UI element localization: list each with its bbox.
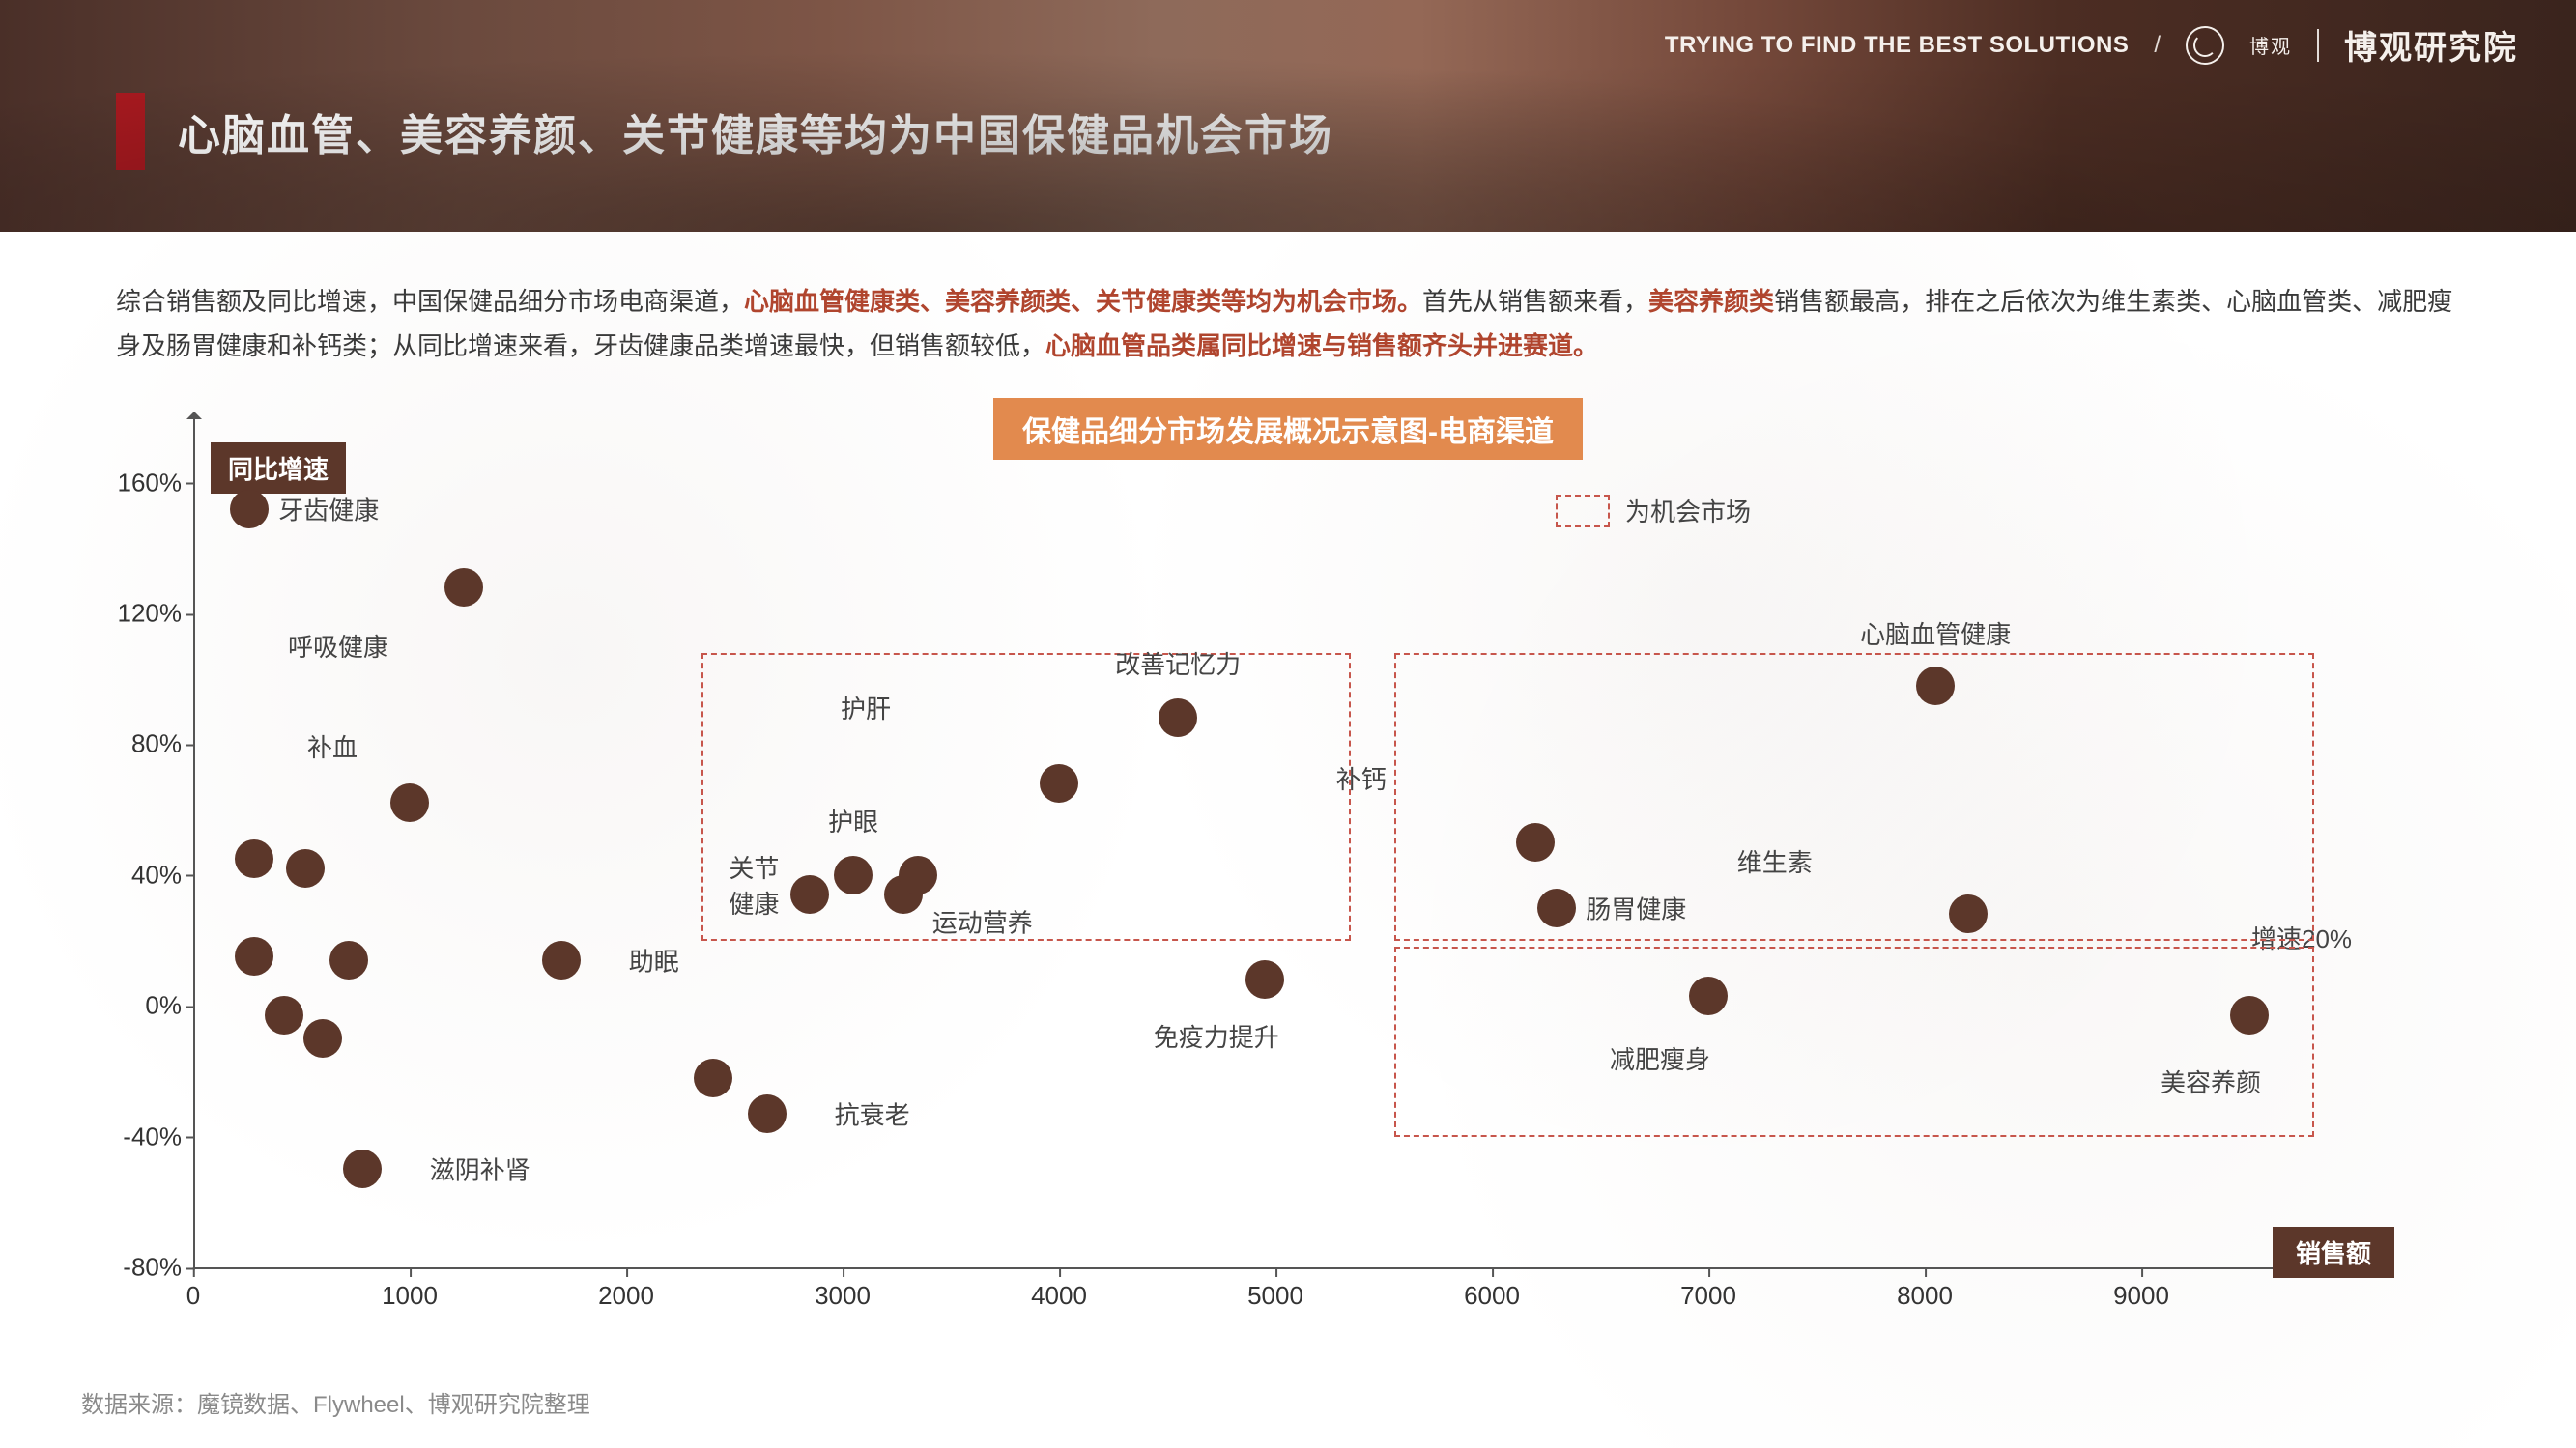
data-point: [329, 941, 368, 980]
data-point-label: 牙齿健康: [278, 491, 379, 526]
data-point: [542, 941, 581, 980]
data-point: [390, 783, 429, 822]
data-point-label: 补钙: [1336, 760, 1387, 796]
data-point-label: 运动营养: [932, 904, 1033, 940]
y-tick: -80%: [85, 1253, 182, 1283]
data-point: [1516, 823, 1555, 862]
data-point: [694, 1059, 732, 1097]
data-point-label: 关节健康: [729, 849, 779, 921]
data-point-label: 维生素: [1737, 843, 1813, 879]
opportunity-box: [1394, 653, 2314, 941]
data-point-label: 补血: [307, 728, 358, 764]
x-tick: 5000: [1247, 1281, 1303, 1311]
x-axis: [193, 1267, 2377, 1269]
data-point-label: 心脑血管健康: [1860, 615, 2011, 651]
slide: TRYING TO FIND THE BEST SOLUTIONS / 博观 博…: [0, 0, 2576, 1448]
data-point-label: 美容养颜: [2161, 1064, 2261, 1099]
data-point: [1537, 889, 1576, 927]
data-point-label: 滋阴补肾: [430, 1151, 530, 1187]
brand-separator: [2317, 29, 2319, 62]
brand-small-name: 博观: [2249, 31, 2292, 59]
data-point-label: 免疫力提升: [1154, 1018, 1279, 1054]
title-wrap: 心脑血管、美容养颜、关节健康等均为中国保健品机会市场: [116, 93, 1333, 170]
brand-logo-icon: [2186, 26, 2224, 65]
data-point: [235, 937, 273, 976]
data-source: 数据来源：魔镜数据、Flywheel、博观研究院整理: [81, 1385, 590, 1419]
desc-emphasis: 美容养颜类: [1648, 287, 1774, 316]
y-axis: [193, 417, 195, 1267]
x-tick: 7000: [1680, 1281, 1736, 1311]
data-point: [1159, 698, 1197, 737]
x-tick: 2000: [598, 1281, 654, 1311]
scatter-chart: 同比增速 销售额 增速20% -80%-40%0%40%80%120%160%0…: [193, 417, 2435, 1335]
data-point-label: 护眼: [828, 803, 878, 838]
data-point-label: 助眠: [629, 942, 679, 978]
brand-big-name: 博观研究院: [2344, 21, 2518, 69]
opportunity-box: [1394, 947, 2314, 1136]
desc-emphasis: 心脑血管健康类、美容养颜类、关节健康类等均为机会市场。: [744, 287, 1422, 316]
x-tick: 6000: [1464, 1281, 1520, 1311]
data-point-label: 护肝: [841, 690, 891, 725]
x-tick: 1000: [382, 1281, 438, 1311]
data-point: [1949, 894, 1988, 933]
x-tick: 3000: [815, 1281, 871, 1311]
page-title: 心脑血管、美容养颜、关节健康等均为中国保健品机会市场: [178, 100, 1333, 162]
data-point: [2230, 996, 2269, 1035]
data-point: [444, 568, 483, 607]
data-point: [1916, 667, 1955, 705]
y-tick: 120%: [85, 599, 182, 629]
data-point-label: 改善记忆力: [1115, 645, 1241, 681]
y-tick: 0%: [85, 991, 182, 1021]
data-point-label: 呼吸健康: [288, 628, 388, 664]
data-point: [1689, 977, 1728, 1015]
data-point: [748, 1094, 787, 1133]
description: 综合销售额及同比增速，中国保健品细分市场电商渠道，心脑血管健康类、美容养颜类、关…: [116, 280, 2460, 368]
data-point-label: 肠胃健康: [1586, 890, 1686, 925]
data-point: [1040, 764, 1078, 803]
data-point: [286, 849, 325, 888]
desc-emphasis: 心脑血管品类属同比增速与销售额齐头并进赛道。: [1045, 331, 1598, 360]
data-point: [235, 839, 273, 878]
x-axis-label: 销售额: [2273, 1227, 2394, 1278]
x-tick: 0: [186, 1281, 200, 1311]
data-point: [899, 856, 937, 894]
data-point: [265, 996, 303, 1035]
data-point: [834, 856, 873, 894]
data-point: [303, 1019, 342, 1058]
data-point: [790, 875, 829, 914]
title-accent: [116, 93, 145, 170]
desc-part: 首先从销售额来看，: [1422, 287, 1648, 316]
y-tick: -40%: [85, 1121, 182, 1151]
header: TRYING TO FIND THE BEST SOLUTIONS / 博观 博…: [0, 0, 2576, 232]
x-tick: 9000: [2113, 1281, 2169, 1311]
brand-tagline: TRYING TO FIND THE BEST SOLUTIONS: [1665, 32, 2130, 59]
desc-part: 综合销售额及同比增速，中国保健品细分市场电商渠道，: [116, 287, 744, 316]
data-point: [1245, 960, 1284, 999]
y-axis-label: 同比增速: [211, 442, 346, 494]
x-tick: 8000: [1897, 1281, 1953, 1311]
data-point: [230, 490, 269, 528]
data-point-label: 抗衰老: [835, 1095, 910, 1131]
y-tick: 80%: [85, 729, 182, 759]
brand-bar: TRYING TO FIND THE BEST SOLUTIONS / 博观 博…: [1665, 21, 2518, 69]
y-tick: 40%: [85, 860, 182, 890]
x-tick: 4000: [1031, 1281, 1087, 1311]
y-tick: 160%: [85, 468, 182, 497]
data-point: [343, 1150, 382, 1188]
data-point-label: 减肥瘦身: [1610, 1040, 1710, 1076]
brand-slash: /: [2154, 32, 2161, 59]
